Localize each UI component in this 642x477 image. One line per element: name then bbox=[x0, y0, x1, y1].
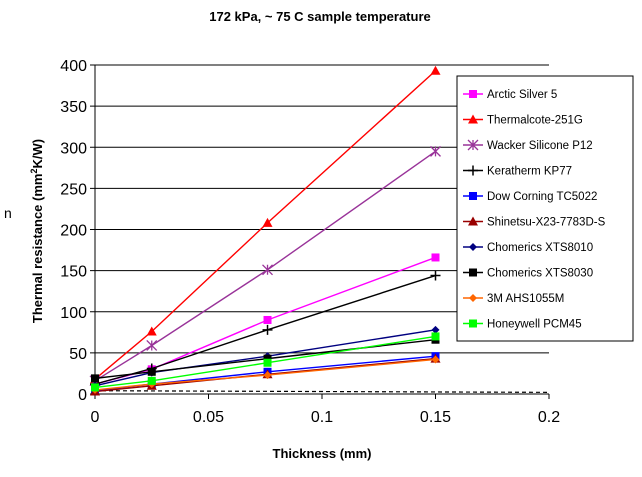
point-9-1 bbox=[147, 376, 156, 385]
legend-item-7: Chomerics XTS8030 bbox=[463, 268, 593, 280]
chart-title: 172 kPa, ~ 75 C sample temperature bbox=[209, 9, 430, 24]
legend-item-0: Arctic Silver 5 bbox=[463, 89, 557, 101]
legend-item-5: Shinetsu-X23-7783D-S bbox=[463, 216, 606, 229]
legend-item-2: Wacker Silicone P12 bbox=[463, 139, 593, 152]
series-line-8 bbox=[94, 358, 436, 391]
point-7-1 bbox=[147, 367, 156, 376]
series-line-3 bbox=[94, 274, 436, 385]
point-2-1 bbox=[146, 340, 158, 351]
legend-item-8: 3M AHS1055M bbox=[463, 293, 564, 305]
series-group bbox=[89, 65, 441, 396]
x-axis-label: Thickness (mm) bbox=[273, 446, 372, 461]
legend-marker-5 bbox=[468, 216, 478, 226]
legend-marker-3 bbox=[468, 165, 478, 176]
y-tick-label-1: 50 bbox=[69, 346, 87, 363]
legend-item-1: Thermalcote-251G bbox=[463, 114, 583, 127]
legend-item-3: Keratherm KP77 bbox=[463, 165, 572, 178]
legend-label-5: Shinetsu-X23-7783D-S bbox=[487, 217, 606, 229]
point-3-2 bbox=[262, 324, 273, 335]
legend-label-8: 3M AHS1055M bbox=[487, 293, 564, 305]
legend: Arctic Silver 5 Thermalcote-251G Wacker Si… bbox=[456, 75, 634, 342]
point-9-0 bbox=[91, 383, 99, 392]
point-3-3 bbox=[430, 270, 441, 281]
point-8-2 bbox=[263, 371, 272, 380]
y-axis-label: Thermal resistance (mm2K/W) bbox=[29, 139, 45, 323]
y-axis-label-main: Thermal resistance (mm bbox=[30, 174, 45, 324]
legend-marker-9 bbox=[469, 319, 477, 328]
y-tick-label-7: 350 bbox=[60, 99, 87, 116]
x-tick-label-0: 0 bbox=[91, 409, 100, 426]
legend-label-4: Dow Corning TC5022 bbox=[487, 191, 597, 203]
x-tick-label-1: 0.05 bbox=[193, 409, 224, 426]
y-tick-label-4: 200 bbox=[60, 223, 87, 240]
legend-marker-6 bbox=[469, 243, 477, 251]
point-7-2 bbox=[263, 354, 272, 363]
y-tick-label-0: 0 bbox=[78, 387, 87, 404]
y-tick-label-8: 400 bbox=[60, 58, 87, 75]
y-axis-label-sup: 2 bbox=[29, 169, 39, 174]
series-line-9 bbox=[94, 335, 436, 389]
legend-label-3: Keratherm KP77 bbox=[487, 166, 572, 178]
point-6-3 bbox=[431, 325, 440, 334]
series-line-1 bbox=[94, 70, 436, 380]
point-0-3 bbox=[431, 253, 440, 262]
series-2 bbox=[89, 145, 441, 387]
series-9 bbox=[91, 332, 440, 392]
x-tick-label-2: 0.1 bbox=[311, 409, 333, 426]
legend-label-9: Honeywell PCM45 bbox=[487, 319, 582, 331]
point-0-2 bbox=[263, 315, 272, 324]
point-8-3 bbox=[431, 355, 440, 364]
point-2-2 bbox=[262, 264, 273, 276]
tick-labels: 0 50 100 150 200 250 300 350 400 0 0.05 0.1 0.15 0.2 bbox=[60, 58, 560, 426]
reference-line bbox=[94, 390, 550, 393]
point-2-3 bbox=[430, 145, 441, 157]
y-tick-label-2: 100 bbox=[60, 305, 87, 322]
y-tick-label-5: 250 bbox=[60, 181, 87, 198]
x-tick-label-3: 0.15 bbox=[420, 409, 451, 426]
point-9-3 bbox=[431, 332, 440, 341]
x-tick-label-4: 0.2 bbox=[538, 409, 560, 426]
y-tick-label-3: 150 bbox=[60, 264, 87, 281]
edge-text-fragment: n bbox=[4, 205, 12, 221]
legend-marker-4 bbox=[469, 192, 477, 200]
legend-label-1: Thermalcote-251G bbox=[487, 115, 583, 127]
reference-line-path bbox=[94, 390, 550, 393]
legend-item-9: Honeywell PCM45 bbox=[463, 319, 582, 331]
legend-item-6: Chomerics XTS8010 bbox=[463, 242, 593, 254]
point-1-2 bbox=[262, 217, 273, 227]
legend-label-6: Chomerics XTS8010 bbox=[487, 242, 593, 254]
point-7-0 bbox=[91, 374, 99, 383]
legend-item-4: Dow Corning TC5022 bbox=[463, 191, 597, 203]
series-line-6 bbox=[94, 329, 436, 387]
legend-marker-0 bbox=[469, 90, 477, 98]
legend-marker-1 bbox=[468, 114, 478, 124]
legend-box bbox=[456, 75, 634, 342]
legend-label-2: Wacker Silicone P12 bbox=[487, 140, 593, 152]
legend-label-7: Chomerics XTS8030 bbox=[487, 268, 593, 280]
legend-marker-2 bbox=[467, 139, 479, 151]
point-1-3 bbox=[430, 65, 441, 75]
series-line-2 bbox=[94, 150, 436, 382]
y-axis-label-end: K/W) bbox=[30, 139, 45, 169]
legend-marker-7 bbox=[469, 268, 477, 277]
point-9-2 bbox=[263, 358, 272, 367]
legend-marker-8 bbox=[469, 294, 477, 302]
series-1 bbox=[90, 65, 441, 384]
legend-label-0: Arctic Silver 5 bbox=[487, 89, 557, 101]
point-1-1 bbox=[146, 326, 157, 336]
y-tick-label-6: 300 bbox=[60, 140, 87, 157]
